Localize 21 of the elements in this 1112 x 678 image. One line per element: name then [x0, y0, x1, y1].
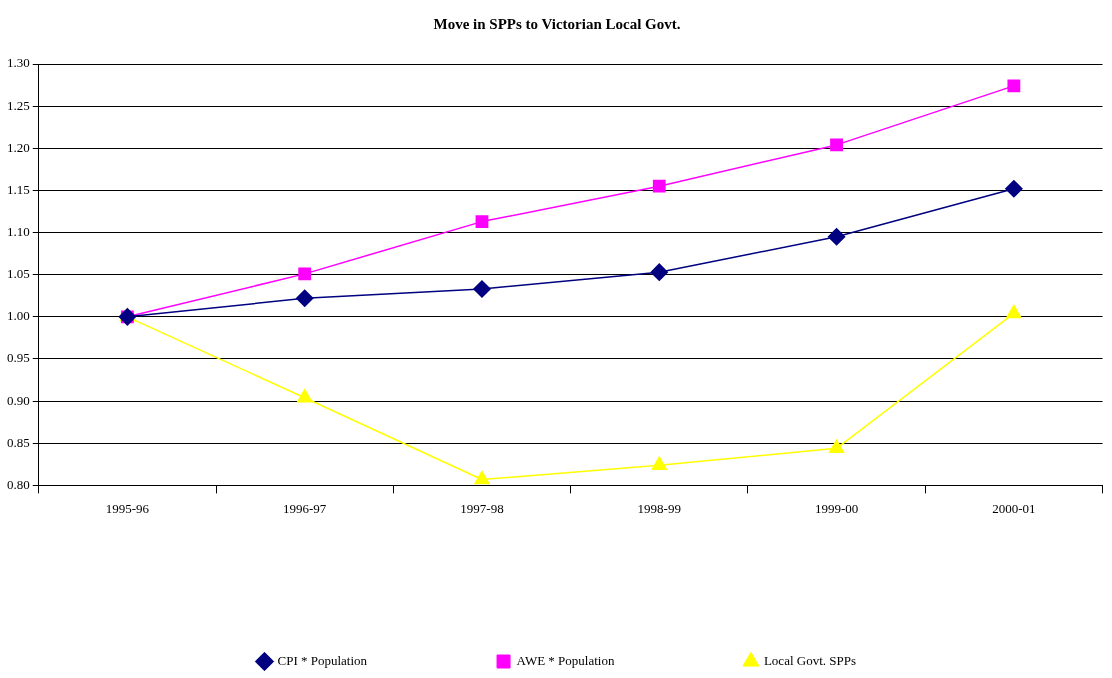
y-tick-label: 0.85	[7, 434, 30, 450]
legend-label: Local Govt. SPPs	[763, 652, 857, 668]
legend-label: AWE * Population	[516, 652, 615, 668]
x-tick-label: 1999-00	[814, 500, 859, 516]
y-tick-label: 1.30	[7, 55, 30, 71]
y-tick-label: 1.20	[7, 139, 30, 155]
y-tick-label: 0.90	[7, 392, 30, 408]
y-tick-label: 0.95	[7, 350, 30, 366]
y-tick-label: 1.10	[7, 223, 30, 239]
chart-title: Move in SPPs to Victorian Local Govt.	[433, 15, 681, 32]
x-tick-label: 1995-96	[105, 500, 150, 516]
y-tick-label: 1.00	[7, 308, 30, 324]
y-tick-label: 0.80	[7, 476, 30, 492]
x-tick-label: 1998-99	[637, 500, 681, 516]
legend-label: CPI * Population	[277, 652, 368, 668]
y-tick-label: 1.25	[7, 97, 30, 113]
x-tick-label: 1997-98	[460, 500, 504, 516]
x-tick-label: 2000-01	[992, 500, 1036, 516]
y-tick-label: 1.15	[7, 181, 30, 197]
y-tick-label: 1.05	[7, 266, 30, 282]
x-tick-label: 1996-97	[283, 500, 327, 516]
